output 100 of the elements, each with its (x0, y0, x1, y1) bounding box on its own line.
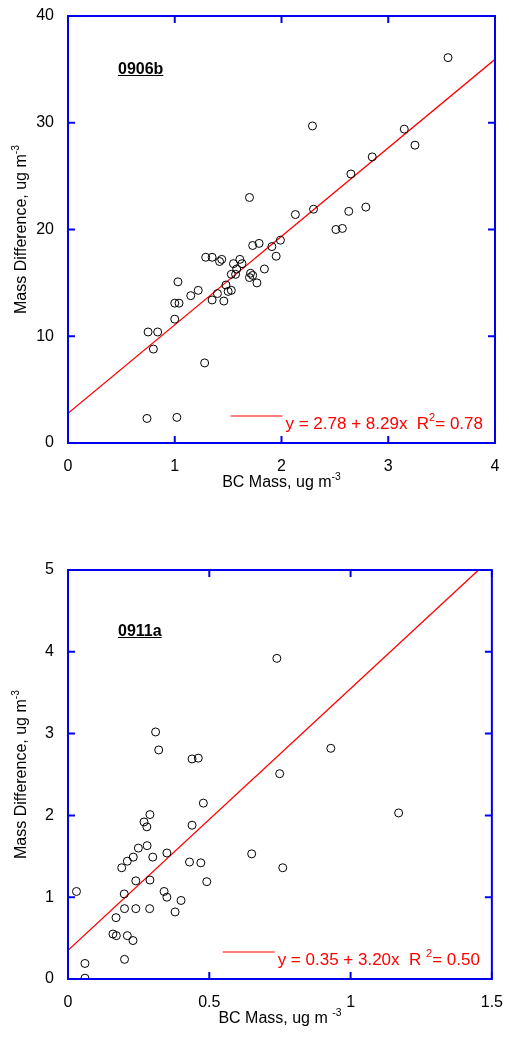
point (275, 769, 285, 779)
point (186, 291, 196, 301)
point (122, 856, 132, 866)
point (111, 913, 121, 923)
point (128, 852, 138, 862)
point (170, 907, 180, 917)
annotation: 0911a (118, 622, 162, 640)
point (228, 259, 238, 269)
point (142, 841, 152, 851)
point (193, 753, 203, 763)
point (244, 273, 254, 283)
point (307, 121, 317, 131)
point (172, 412, 182, 422)
point (151, 727, 161, 737)
point (201, 252, 211, 262)
point (131, 876, 141, 886)
x-tick-label: 1 (170, 457, 180, 475)
y-tick-label: 1 (45, 887, 55, 905)
y-axis-title: Mass Difference, ug m-3 (9, 689, 29, 859)
point (254, 238, 264, 248)
point (80, 958, 90, 968)
point (247, 849, 257, 859)
point (337, 223, 347, 233)
point (290, 210, 300, 220)
point (207, 252, 217, 262)
point (187, 820, 197, 830)
point (122, 931, 132, 941)
point (162, 892, 172, 902)
point (252, 278, 262, 288)
point (221, 280, 231, 290)
point (309, 204, 319, 214)
y-tick-label: 3 (45, 724, 55, 742)
point (174, 298, 184, 308)
point (399, 124, 409, 134)
point (170, 298, 180, 308)
point (275, 235, 285, 245)
x-tick-label: 1.5 (480, 993, 504, 1011)
point (193, 285, 203, 295)
point (145, 810, 155, 820)
point (187, 754, 197, 764)
x-axis-title: BC Mass, ug m -3 (218, 1006, 342, 1026)
y-tick-label: 20 (36, 219, 55, 237)
x-tick-label: 1 (346, 993, 356, 1011)
point (443, 53, 453, 63)
point (212, 289, 222, 299)
y-tick-label: 2 (45, 805, 55, 823)
y-axis-title: Mass Difference, ug m-3 (9, 144, 29, 314)
point (267, 242, 277, 252)
point (346, 169, 356, 179)
point (120, 954, 130, 964)
point (410, 140, 420, 150)
point (231, 269, 241, 279)
point (159, 886, 169, 896)
y-tick-label: 5 (45, 560, 55, 578)
x-tick-label: 4 (490, 457, 500, 475)
y-tick-label: 0 (45, 433, 55, 451)
point (142, 413, 152, 423)
y-tick-label: 4 (45, 642, 55, 660)
x-tick-label: 2 (277, 457, 287, 475)
point (120, 904, 130, 914)
point (278, 863, 288, 873)
x-tick-label: 0 (63, 457, 73, 475)
point (367, 152, 377, 162)
point (148, 852, 158, 862)
point (394, 808, 404, 818)
point (259, 264, 269, 274)
point (185, 857, 195, 867)
point (198, 798, 208, 808)
point (331, 225, 341, 234)
point (162, 848, 172, 858)
point (237, 259, 247, 269)
point (219, 296, 229, 306)
point (128, 936, 138, 946)
point (196, 858, 206, 868)
y-tick-label: 10 (36, 326, 55, 344)
point (154, 745, 164, 755)
point (131, 904, 141, 914)
point (244, 192, 254, 202)
point (119, 889, 129, 899)
point (200, 358, 210, 368)
point (226, 269, 236, 279)
point (326, 743, 336, 753)
point (145, 904, 155, 914)
point (235, 254, 245, 264)
point (271, 251, 281, 261)
point (170, 314, 180, 324)
x-tick-label: 3 (383, 457, 393, 475)
point (148, 344, 158, 354)
x-tick-label: 0 (63, 993, 73, 1011)
point (133, 843, 143, 853)
point (145, 875, 155, 885)
y-tick-label: 30 (36, 113, 55, 131)
point (176, 895, 186, 905)
x-tick-label: 0.5 (198, 993, 221, 1011)
point (361, 202, 371, 212)
point (344, 206, 354, 216)
point (248, 241, 258, 251)
point (207, 295, 217, 305)
y-tick-label: 40 (36, 6, 55, 24)
point (202, 877, 212, 887)
